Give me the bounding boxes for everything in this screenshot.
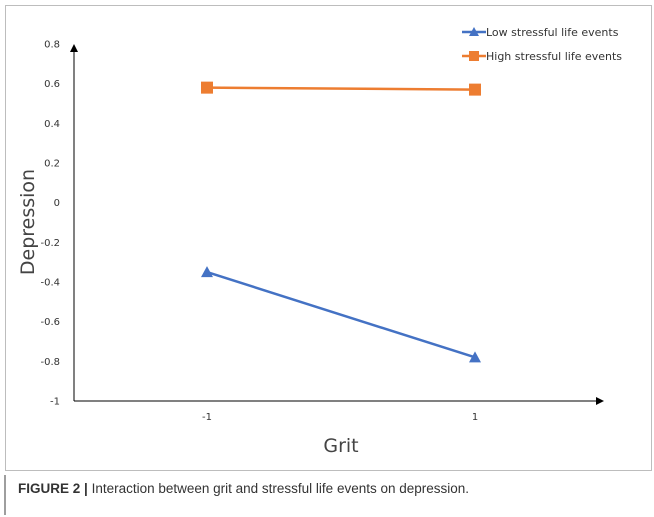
y-tick-label: 0.6: [44, 79, 60, 90]
y-tick-label: -0.6: [40, 317, 60, 328]
data-point-high: [469, 83, 481, 96]
x-tick-label: 1: [472, 412, 478, 423]
legend-triangle-marker: [469, 27, 479, 36]
y-tick-label: 0.4: [44, 119, 60, 130]
y-tick-label: -0.8: [40, 357, 60, 368]
y-tick-label: 0.8: [44, 40, 60, 51]
legend: Low stressful life events High stressful …: [462, 26, 622, 63]
legend-label: Low stressful life events: [486, 26, 619, 39]
y-axis-title: Depression: [17, 169, 39, 275]
axes: [70, 44, 604, 405]
y-tick-label: 0: [54, 198, 60, 209]
series-line-low: [206, 270, 476, 359]
data-point-low: [201, 266, 213, 278]
tick-labels: 0.8 0.6 0.4 0.2 0 -0.2 -0.4 -0.6 -0.8 -1 -1 1: [40, 40, 478, 424]
data-point-high: [201, 81, 213, 94]
caption-text: Interaction between grit and stressful l…: [91, 481, 470, 496]
x-tick-label: -1: [202, 412, 212, 423]
series-group: [201, 81, 481, 363]
series-line-high: [206, 86, 476, 91]
x-axis-arrow: [596, 397, 604, 405]
data-point-low: [469, 351, 481, 363]
y-tick-label: -1: [50, 397, 60, 408]
y-tick-label: -0.4: [40, 278, 60, 289]
legend-square-marker: [469, 51, 479, 61]
x-axis-title: Grit: [323, 435, 358, 457]
legend-label: High stressful life events: [486, 50, 622, 63]
caption-label: FIGURE 2 |: [18, 481, 88, 496]
y-tick-label: 0.2: [44, 159, 60, 170]
figure-caption: FIGURE 2 | Interaction between grit and …: [18, 481, 648, 496]
y-axis-arrow: [70, 44, 78, 52]
chart-frame: [5, 5, 652, 471]
caption-rule: [4, 475, 6, 515]
interaction-chart: 0.8 0.6 0.4 0.2 0 -0.2 -0.4 -0.6 -0.8 -1 -1 1 Low s…: [17, 26, 622, 457]
y-tick-label: -0.2: [40, 238, 60, 249]
